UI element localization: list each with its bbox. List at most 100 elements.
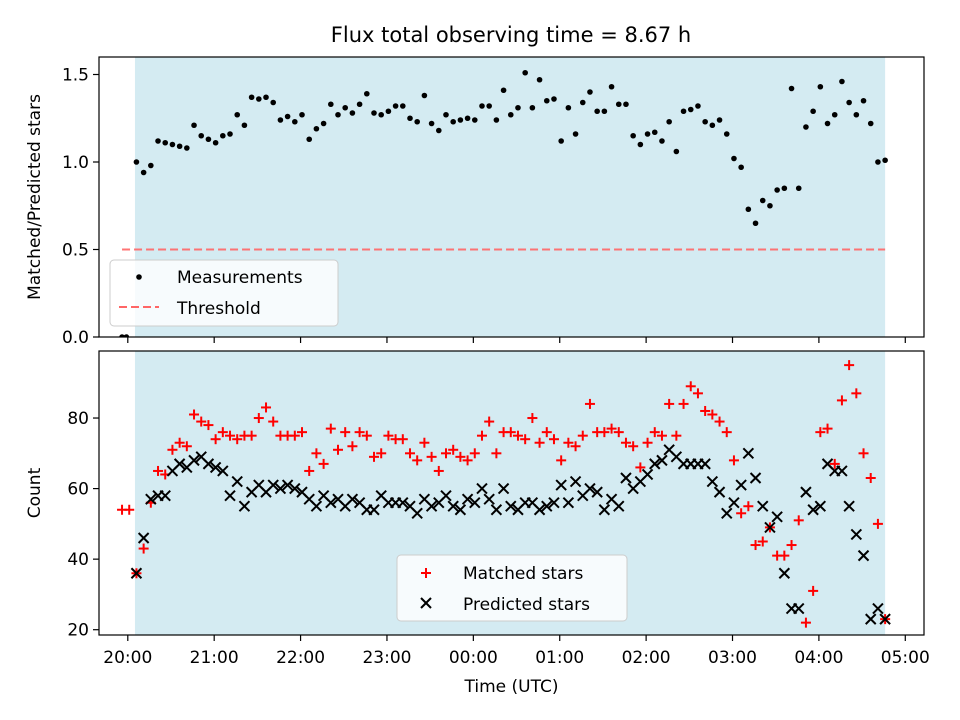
measurement-point [335, 111, 341, 118]
bottom-xtick-label: 03:00 [708, 648, 757, 668]
measurement-point [493, 117, 500, 123]
top-panel: 0.0 0.5 1.0 1.5 Matched/Predicted stars Measu… [25, 56, 925, 348]
predicted-star-point [569, 475, 582, 488]
predicted-star-point [541, 500, 553, 512]
matched-star-point [232, 434, 243, 445]
matched-star-point [203, 420, 214, 431]
matched-star-point [174, 437, 185, 448]
matched-star-point [620, 437, 631, 448]
measurement-point [853, 111, 860, 118]
predicted-star-point [281, 479, 294, 491]
measurement-point [788, 85, 795, 92]
predicted-star-point [461, 493, 474, 505]
measurement-point [666, 118, 672, 125]
measurement-point [716, 117, 723, 123]
bottom-xtick-label: 20:00 [103, 648, 152, 668]
measurement-point [119, 334, 125, 337]
predicted-star-point [447, 500, 459, 512]
predicted-star-point [440, 489, 452, 502]
matched-star-point [822, 423, 833, 434]
measurement-point [205, 136, 212, 143]
measurement-point [695, 103, 701, 109]
matched-star-point [656, 430, 667, 441]
legend-measurement-marker [136, 274, 142, 280]
matched-star-point [181, 441, 192, 452]
measurement-point [371, 110, 377, 116]
matched-star-point [714, 416, 725, 427]
matched-star-point [354, 427, 365, 438]
predicted-star-point [656, 454, 668, 467]
matched-star-point [829, 458, 840, 469]
predicted-star-point [310, 500, 323, 512]
matched-star-point [606, 423, 617, 434]
measurement-point [529, 104, 536, 111]
measurement-point [615, 101, 622, 108]
measurement-point [299, 111, 305, 118]
predicted-star-point [814, 500, 827, 512]
matched-star-point [404, 448, 415, 459]
top-ytick-label: 1.5 [62, 66, 89, 86]
bottom-ytick-label: 20 [67, 621, 89, 641]
predicted-star-point [598, 504, 611, 516]
predicted-star-point [454, 504, 467, 516]
measurement-point [565, 104, 572, 111]
measurement-point [421, 92, 428, 99]
matched-star-point [333, 444, 344, 455]
predicted-star-point [699, 458, 711, 470]
top-axes-frame [98, 56, 925, 338]
measurement-point [882, 157, 888, 164]
measurement-point [248, 94, 255, 101]
legend-threshold-label: Threshold [176, 299, 261, 319]
matched-star-point [757, 536, 768, 547]
legend-measurements-label: Measurements [177, 268, 303, 288]
bottom-ylabel: Count [25, 467, 45, 518]
measurement-point [457, 117, 464, 123]
predicted-star-point [231, 475, 243, 488]
matched-star-point [153, 465, 164, 476]
matched-star-point [505, 427, 516, 438]
predicted-star-point [793, 602, 805, 615]
bottom-ytick-label: 80 [67, 409, 89, 429]
matched-star-point [793, 515, 804, 526]
predicted-star-point [836, 465, 848, 477]
measurement-point [378, 111, 384, 118]
measurement-point [320, 120, 327, 127]
measurement-point [867, 120, 874, 127]
measurement-point [443, 111, 449, 118]
matched-star-point [138, 543, 149, 554]
predicted-star-point [497, 482, 510, 495]
predicted-star-point [209, 461, 222, 474]
measurement-point [601, 108, 608, 115]
matched-star-point [491, 448, 502, 459]
measurement-point [680, 108, 687, 115]
matched-star-point [671, 430, 682, 441]
predicted-star-point [591, 486, 603, 498]
measurement-point [414, 118, 420, 125]
measurement-point [364, 90, 370, 97]
predicted-star-point [555, 479, 567, 491]
matched-star-point [541, 427, 552, 438]
top-ytick-label: 1.0 [62, 153, 89, 173]
measurement-point [464, 115, 471, 122]
predicted-star-point [641, 468, 654, 481]
measurement-point [313, 125, 320, 132]
measurement-point [263, 94, 269, 101]
chart-title: Flux total observing time = 8.67 h [331, 23, 691, 47]
predicted-star-point [238, 500, 251, 512]
predicted-star-point [562, 496, 575, 509]
matched-star-point [556, 455, 567, 466]
matched-star-point [196, 416, 207, 427]
measurement-point [342, 104, 349, 111]
matched-star-point [872, 518, 883, 529]
measurement-point [687, 106, 694, 113]
bottom-xtick-label: 22:00 [276, 648, 325, 668]
predicted-star-point [397, 496, 409, 509]
predicted-star-point [843, 500, 855, 512]
matched-star-point [520, 434, 531, 445]
matched-star-point [743, 501, 754, 512]
matched-star-point [397, 434, 408, 445]
measurement-point [752, 220, 759, 227]
predicted-star-point [469, 496, 481, 509]
matched-star-point [304, 465, 315, 476]
matched-star-point [815, 427, 826, 438]
